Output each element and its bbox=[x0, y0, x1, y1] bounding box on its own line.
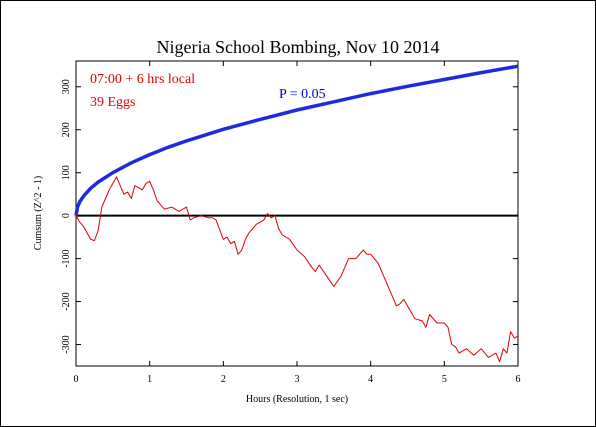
annotation-time: 07:00 + 6 hrs local bbox=[90, 72, 195, 87]
y-axis-ticks: -300 -200 -100 0 100 200 300 bbox=[61, 79, 518, 354]
plot-area bbox=[75, 60, 519, 367]
p-value-envelope-line bbox=[74, 64, 519, 216]
y-tick-label: 300 bbox=[61, 79, 72, 94]
annotation-p-value: P = 0.05 bbox=[279, 87, 326, 102]
x-tick-label: 3 bbox=[295, 374, 300, 385]
y-tick-label: -300 bbox=[61, 335, 72, 353]
series-layer bbox=[74, 64, 519, 363]
chart-title: Nigeria School Bombing, Nov 10 2014 bbox=[157, 37, 440, 57]
y-axis-label: Cumsum (Z^2 - 1) bbox=[33, 176, 44, 250]
x-axis-label: Hours (Resolution, 1 sec) bbox=[246, 394, 348, 405]
y-tick-label: 200 bbox=[61, 122, 72, 137]
x-tick-label: 2 bbox=[221, 374, 226, 385]
x-axis-ticks: 0 1 2 3 4 5 6 bbox=[74, 61, 521, 385]
cumsum-deviation-line bbox=[75, 176, 519, 363]
annotation-eggs: 39 Eggs bbox=[90, 95, 136, 110]
x-tick-label: 5 bbox=[442, 374, 447, 385]
y-tick-label: 100 bbox=[61, 165, 72, 180]
y-tick-label: 0 bbox=[61, 213, 72, 218]
x-tick-label: 1 bbox=[147, 374, 152, 385]
x-tick-label: 6 bbox=[516, 374, 521, 385]
x-tick-label: 4 bbox=[368, 374, 373, 385]
y-tick-label: -200 bbox=[61, 292, 72, 310]
x-tick-label: 0 bbox=[74, 374, 79, 385]
y-tick-label: -100 bbox=[61, 249, 72, 267]
